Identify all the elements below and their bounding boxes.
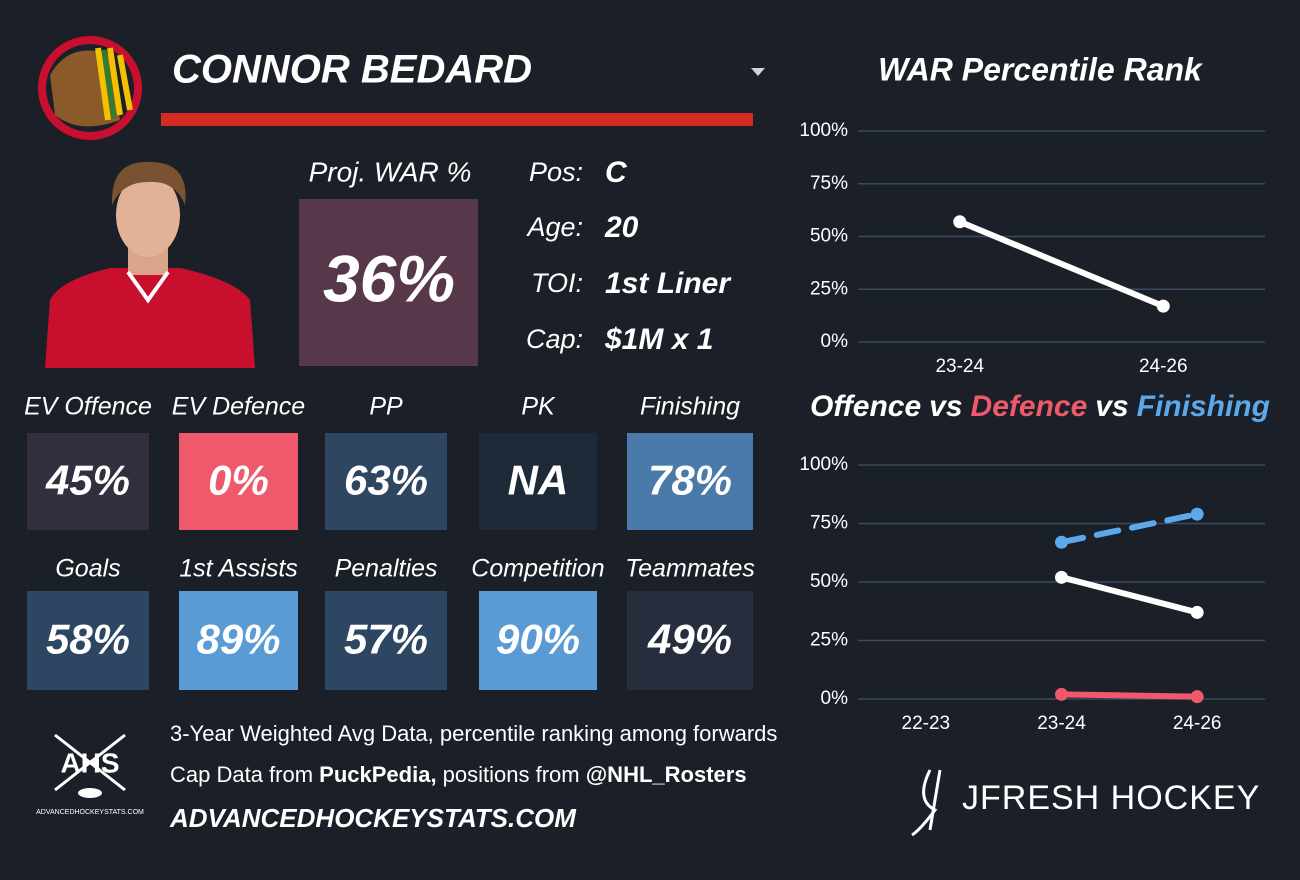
footer-site: ADVANCEDHOCKEYSTATS.COM — [169, 803, 577, 833]
tile — [479, 433, 597, 530]
footer-part: positions from — [437, 762, 586, 787]
charts: 0% 25% 50% 75% 100% 23-24 24-26 0% 25% 50% 75% 100%… — [799, 120, 1265, 734]
y-tick-label: 25% — [810, 278, 848, 299]
proj-war-box — [299, 199, 478, 366]
point — [1055, 570, 1068, 584]
footer-line-2: Cap Data from PuckPedia, positions from … — [170, 762, 747, 787]
tile — [479, 591, 597, 690]
tile-label: EV Offence — [24, 393, 152, 421]
tile — [325, 433, 447, 530]
tile-value: 0% — [208, 457, 269, 504]
point — [953, 215, 967, 229]
bio-label: Cap: — [526, 324, 583, 354]
tiles: EV Offence 45% EV Defence 0% PP 63% PK NA Finish… — [24, 393, 755, 690]
series-line — [1058, 691, 1201, 700]
y-tick-label: 25% — [810, 630, 848, 651]
ahs-caption: ADVANCEDHOCKEYSTATS.COM — [36, 809, 144, 816]
bio-value: 1st Liner — [605, 267, 732, 300]
title-joiner: vs — [929, 390, 962, 423]
y-tick-label: 75% — [810, 513, 848, 534]
y-tick-label: 100% — [799, 120, 848, 141]
x-tick-label: 23-24 — [1037, 713, 1086, 734]
footer-part: PuckPedia, — [319, 762, 436, 787]
point — [1055, 687, 1068, 701]
y-tick-label: 50% — [810, 571, 848, 592]
tile-label: Competition — [471, 555, 604, 583]
player-photo — [45, 161, 255, 368]
footer-part: @NHL_Rosters — [586, 762, 747, 787]
series-line — [1058, 511, 1201, 546]
team-logo — [38, 36, 142, 140]
y-tick-label: 100% — [799, 454, 848, 475]
tile-label: Finishing — [640, 393, 740, 421]
tile-value: 90% — [496, 616, 580, 663]
point — [1190, 507, 1204, 521]
dropdown-arrow[interactable] — [751, 68, 765, 76]
tile-value: 89% — [196, 616, 280, 663]
bio-label: TOI: — [531, 268, 583, 298]
tile-label: EV Defence — [172, 393, 305, 421]
y-tick-label: 75% — [810, 173, 848, 194]
series-line — [956, 218, 1167, 310]
tile — [27, 433, 149, 530]
point — [1190, 605, 1204, 619]
footer-part: Cap Data from — [170, 762, 319, 787]
tile — [27, 591, 149, 690]
x-tick-label: 24-26 — [1173, 713, 1222, 734]
bio-value: $1M x 1 — [604, 323, 713, 356]
tile-label: Penalties — [335, 555, 438, 583]
tile-label: PP — [369, 393, 403, 421]
proj-war-value: 36% — [323, 241, 455, 315]
tile-label: Goals — [55, 555, 120, 583]
footer-line-1: 3-Year Weighted Avg Data, percentile ran… — [170, 721, 777, 746]
series-line — [1058, 574, 1201, 616]
bio-label: Age: — [525, 212, 583, 242]
tile — [179, 591, 298, 690]
bio-value: C — [605, 156, 628, 189]
bio: Pos: C Age: 20 TOI: 1st Liner Cap: $1M x 1 — [525, 156, 732, 356]
proj-war-label: Proj. WAR % — [309, 156, 472, 187]
y-tick-label: 0% — [821, 331, 849, 352]
tile-value: 78% — [648, 457, 732, 504]
x-tick-label: 23-24 — [935, 356, 984, 377]
bio-value: 20 — [604, 211, 639, 244]
series-name: Defence — [971, 390, 1088, 423]
tile — [179, 433, 298, 530]
tile — [325, 591, 447, 690]
ahs-logo-text: AHS — [60, 747, 119, 778]
player-name: CONNOR BEDARD — [172, 48, 532, 92]
tile-value: 57% — [344, 616, 428, 663]
tile-value: 49% — [647, 616, 732, 663]
name-underline — [161, 113, 753, 126]
y-tick-label: 0% — [821, 688, 849, 709]
tile-value: NA — [508, 457, 569, 504]
brand: JFRESH HOCKEY — [962, 779, 1260, 817]
chart-1-title: WAR Percentile Rank — [878, 51, 1204, 87]
x-tick-label: 24-26 — [1139, 356, 1188, 377]
tile-value: 63% — [344, 457, 428, 504]
tile — [627, 433, 753, 530]
point — [1156, 299, 1170, 313]
x-tick-label: 22-23 — [902, 713, 951, 734]
point — [1190, 690, 1204, 704]
title-joiner: vs — [1095, 390, 1128, 423]
jfresh-logo — [911, 769, 942, 837]
tile-label: PK — [521, 393, 556, 421]
ahs-logo: AHS ADVANCEDHOCKEYSTATS.COM — [36, 733, 144, 816]
y-tick-label: 50% — [810, 226, 848, 247]
tile-value: 58% — [46, 616, 130, 663]
tile-value: 45% — [45, 457, 130, 504]
tile-label: 1st Assists — [179, 555, 298, 583]
tile — [627, 591, 753, 690]
tile-label: Teammates — [625, 555, 755, 583]
series-name: Finishing — [1137, 390, 1270, 423]
point — [1055, 535, 1068, 549]
series-name: Offence — [810, 390, 921, 423]
bio-label: Pos: — [529, 157, 583, 187]
chart-2-title: Offence vs Defence vs Finishing — [810, 390, 1270, 423]
